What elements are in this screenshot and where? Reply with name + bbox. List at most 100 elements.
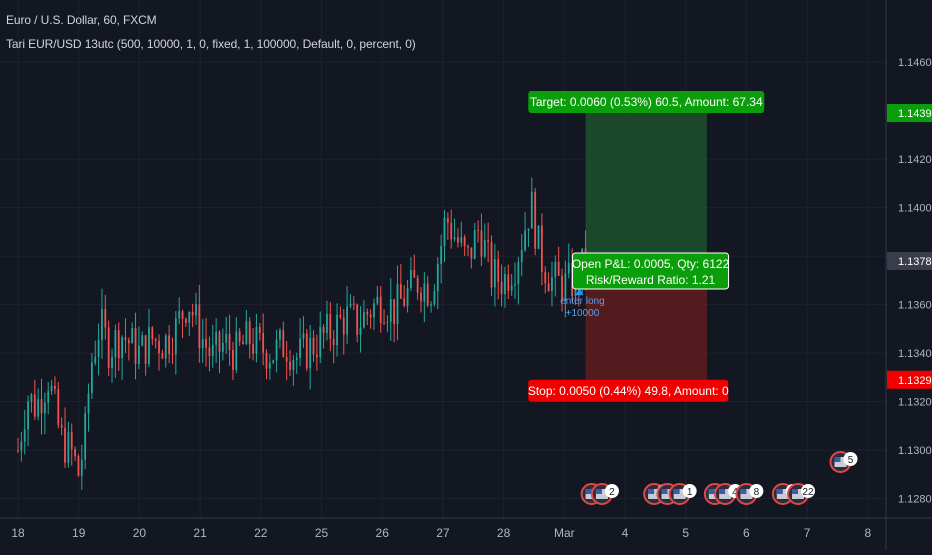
candle-body [416,277,419,293]
candle-body [463,236,466,246]
price-tag-label: 1.1329 [898,375,932,387]
stop-label[interactable] [528,379,729,402]
candle-body [339,314,342,318]
price-tag-label: 1.1378 [898,256,932,268]
candle-body [114,330,117,358]
candle-body [275,339,278,361]
candle-body [302,333,305,339]
time-tick-label: 27 [436,526,450,540]
candle-body [279,330,281,340]
candle-body [54,385,56,390]
candle-body [23,429,26,442]
candle-body [67,432,70,463]
flag-canton-icon [740,489,747,494]
candle-body [322,326,325,334]
time-tick-label: 4 [622,526,629,540]
candle-body [80,459,83,476]
target-label[interactable] [528,91,765,114]
candle-body [480,230,483,257]
target-zone[interactable] [585,113,707,261]
candle-body [369,314,372,318]
time-tick-label: 19 [72,526,86,540]
candle-body [255,326,258,354]
candle-body [413,269,416,278]
candle-body [218,331,221,352]
candle-body [423,283,426,302]
candle-body [440,245,443,264]
candle-body [564,273,567,301]
candle-body [144,335,147,364]
candle-body [460,236,463,243]
price-tag-label: 1.1439 [898,108,932,120]
candle-body [561,275,563,301]
candle-body [366,311,369,315]
candle-body [20,441,23,451]
candle-body [383,322,385,324]
candle-body [221,342,224,352]
candle-body [124,337,127,341]
event-count: 4 [732,487,738,498]
candle-body [295,357,298,361]
event-count-badge[interactable] [800,484,815,498]
candle-body [292,360,295,370]
open-pnl-label[interactable] [572,252,730,290]
candle-body [299,338,301,358]
order-quantity: +10000 [566,308,600,319]
candle-body [104,308,107,328]
event-count-badge[interactable] [749,484,764,498]
candle-body [346,306,349,335]
candle-body [201,338,204,349]
candle-body [433,291,436,305]
candle-body [47,391,50,403]
candle-body [420,292,422,302]
candle-body [329,314,332,339]
price-tick-label: 1.1280 [898,494,932,506]
flag-canton-icon [776,489,783,494]
candle-body [467,245,469,248]
flag-canton-icon [585,489,592,494]
time-tick-label: 20 [133,526,147,540]
candle-body [70,432,73,450]
candle-body [544,271,547,284]
candle-body [154,339,157,341]
candle-body [477,230,479,232]
flag-canton-icon [648,489,655,494]
candle-body [376,296,379,304]
candle-body [403,298,406,306]
candle-body [164,335,167,359]
candle-body [258,326,261,334]
event-count-badge[interactable] [604,484,619,498]
candle-body [191,311,194,316]
flag-canton-icon [661,489,668,494]
candle-body [50,385,53,392]
candle-body [315,354,318,358]
candle-body [171,353,174,355]
candle-body [43,402,46,414]
time-tick-label: 22 [254,526,268,540]
event-count-badge[interactable] [682,484,697,498]
candle-body [349,303,352,307]
order-label: enter long [560,296,604,307]
candle-body [493,259,496,288]
event-count-badge[interactable] [843,452,858,466]
candle-body [410,269,412,288]
candle-body [232,349,234,370]
candle-body [285,356,288,362]
indicator-legend[interactable]: Tari EUR/USD 13utc (500, 10000, 1, 0, fi… [6,37,416,51]
candle-body [64,427,66,463]
candle-body [487,240,490,242]
price-tick-label: 1.1460 [898,57,932,69]
candle-body [262,333,265,353]
time-tick-label: 28 [497,526,511,540]
candle-body [520,249,523,263]
candle-body [101,308,103,341]
candle-body [450,222,453,240]
candle-body [77,456,80,476]
candle-body [134,328,137,365]
candle-body [363,311,365,328]
flag-canton-icon [708,489,715,494]
candle-body [443,217,446,246]
candle-body [235,331,238,370]
